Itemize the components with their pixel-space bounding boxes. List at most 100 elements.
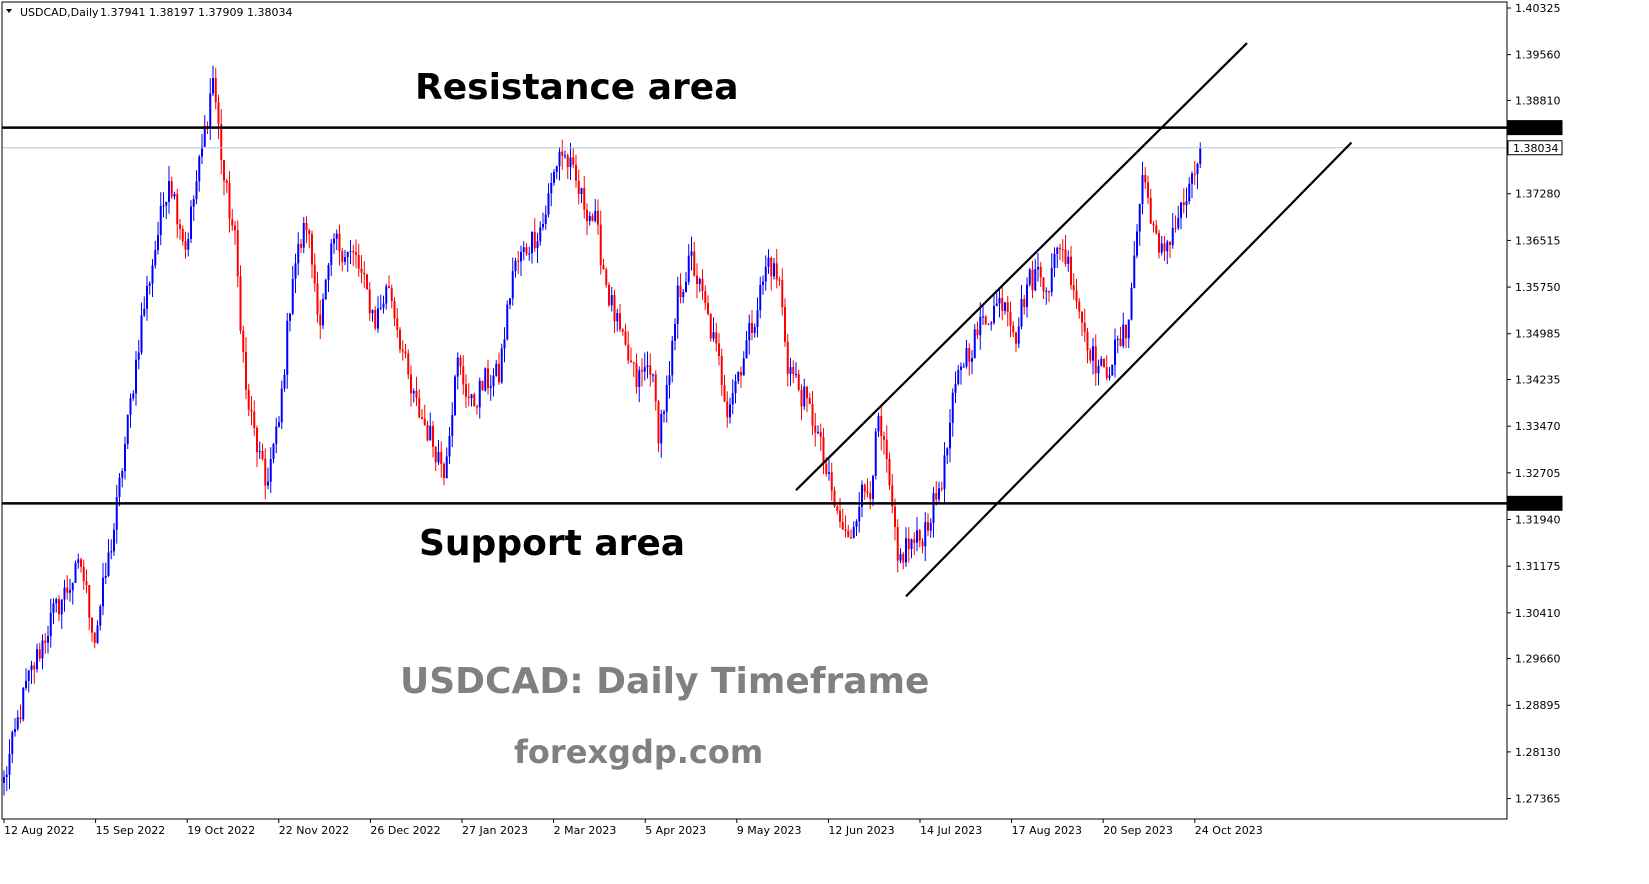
candle-body [781,280,784,308]
candle-body [935,493,938,500]
price-tick-label: 1.27365 [1515,793,1561,806]
candle-body [170,181,173,197]
candle-body [679,285,682,298]
candle-body [852,526,855,538]
candle-body [883,436,885,440]
candle-body [1020,298,1023,327]
candle-body [654,374,657,402]
candle-body [1056,247,1059,254]
candle-body [1075,290,1078,302]
candle-body [1155,225,1158,233]
candle-body [1017,326,1020,344]
candle-body [619,313,621,330]
candle-body [264,458,267,486]
candle-body [38,649,41,659]
candle-body [751,322,753,333]
candle-body [808,397,811,404]
dropdown-arrow-icon[interactable] [6,9,12,13]
time-tick-label: 12 Aug 2022 [4,824,74,837]
chart-header-ohlc: 1.37941 1.38197 1.37909 1.38034 [100,6,292,19]
candle-body [234,225,236,231]
candle-body [137,352,140,360]
candle-body [126,414,129,445]
time-tick-label: 26 Dec 2022 [370,824,440,837]
candle-body [737,372,740,382]
candle-body [608,284,610,306]
candle-body [36,649,38,670]
candle-body [858,506,861,522]
candle-body [1031,269,1034,291]
candle-body [357,254,360,269]
time-tick-label: 24 Oct 2023 [1195,824,1263,837]
candle-body [561,151,564,156]
candle-body [1001,297,1004,311]
candle-body [338,233,341,252]
time-tick-label: 2 Mar 2023 [554,824,617,837]
candle-body [66,587,69,593]
resistance-label: Resistance area [415,67,739,108]
candle-body [869,493,872,499]
candle-body [374,309,377,329]
candle-body [855,521,858,527]
candle-body [649,365,652,375]
candle-body [949,422,951,449]
candle-body [291,278,294,314]
candle-body [1174,227,1177,229]
candle-body [817,431,819,433]
candle-body [800,389,803,407]
candle-body [297,243,300,264]
candle-body [624,331,627,345]
candle-body [528,253,531,255]
candle-body [203,126,206,147]
candle-body [1111,364,1114,376]
candle-body [894,506,896,527]
candle-body [151,265,154,284]
candle-body [1147,182,1149,198]
candle-body [701,279,704,292]
candle-body [506,304,509,340]
candle-body [1037,266,1039,270]
candle-body [283,374,286,389]
candle-body [773,263,775,277]
candle-body [555,166,558,173]
candle-body [517,260,520,262]
candle-body [731,393,734,405]
channel-lower-line[interactable] [905,141,1353,598]
candle-body [580,188,583,195]
candle-body [910,539,913,550]
candle-body [247,389,250,410]
candle-body [896,526,899,561]
candle-body [921,541,924,547]
candle-body [704,291,707,304]
candle-body [954,383,957,393]
candle-body [396,318,399,330]
candle-body [610,295,613,306]
candle-body [498,363,500,383]
candle-body [429,425,432,441]
candle-body [456,357,459,377]
candle-body [814,425,817,433]
candle-body [154,250,157,266]
candle-body [976,329,979,336]
candle-body [327,264,330,280]
candle-body [899,553,902,561]
candle-body [198,156,201,182]
price-tick-label: 1.34985 [1515,328,1561,341]
candle-body [377,308,379,329]
channel-upper-line[interactable] [795,42,1248,491]
candle-body [836,506,839,511]
candle-body [907,538,910,550]
candle-body [500,348,503,383]
candle-body [451,415,454,436]
candle-body [448,435,451,457]
candle-body [305,222,308,231]
candle-body [1015,332,1017,344]
candle-body [982,316,984,318]
candle-body [833,490,836,507]
candle-body [806,386,808,398]
overlay-layer [2,42,1507,598]
candle-body [1009,311,1012,326]
candle-body [280,388,283,423]
candle-body [209,93,212,127]
